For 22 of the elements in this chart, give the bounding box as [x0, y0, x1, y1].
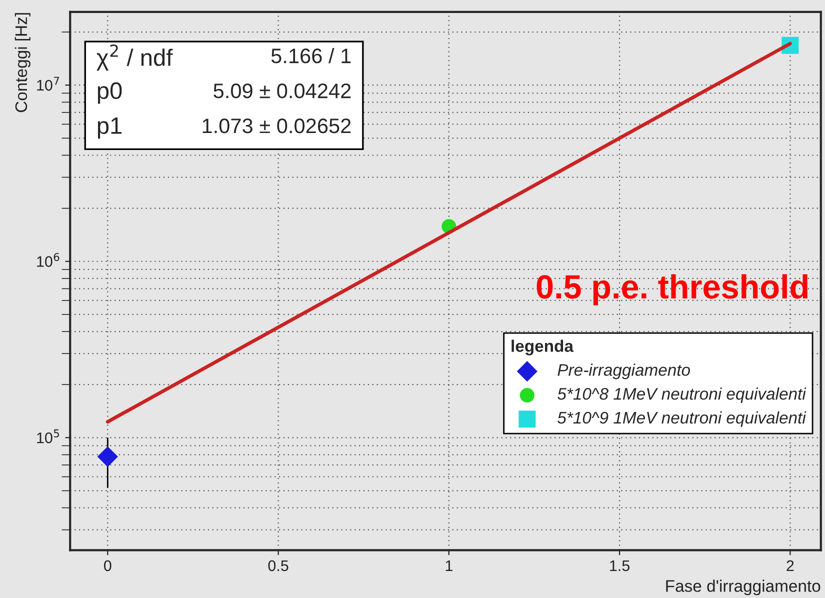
- y-tick-label: 10$^{5}$: [37, 429, 59, 444]
- legend-label: Pre-irraggiamento: [558, 364, 690, 380]
- x-tick-label: 2: [786, 560, 794, 571]
- x-tick-label: 0: [104, 560, 112, 572]
- y-tick-label: 10$^{7}$: [37, 76, 59, 91]
- annotation: 5.166 / 1: [271, 48, 351, 64]
- y-axis-title: Conteggi [Hz]: [14, 13, 30, 112]
- point: [97, 446, 118, 467]
- annotation: 0.5 p.e. threshold: [536, 274, 808, 306]
- annotation: p0: [98, 82, 122, 104]
- annotation: p1: [98, 118, 122, 139]
- legend-label: 5*10^8 1MeV neutroni equivalenti: [558, 388, 806, 404]
- y-tick-label: 10$^{6}$: [37, 253, 60, 267]
- annotation: 5.09 ± 0.04242: [214, 84, 351, 98]
- x-tick-label: 1.5: [610, 560, 630, 572]
- x-tick-label: 0.5: [268, 560, 288, 572]
- legend-label: 5*10^9 1MeV neutroni equivalenti: [558, 411, 806, 427]
- legend-title: legenda: [512, 340, 574, 356]
- x-tick-label: 1: [446, 560, 452, 571]
- x-axis-title: Fase d'irraggiamento: [666, 580, 820, 596]
- annotation: 1.073 ± 0.02652: [202, 118, 351, 134]
- annotation: χ$^{2}$ / ndf: [96, 44, 173, 71]
